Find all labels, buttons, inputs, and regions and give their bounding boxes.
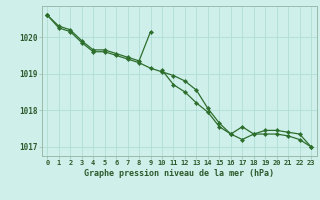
X-axis label: Graphe pression niveau de la mer (hPa): Graphe pression niveau de la mer (hPa)	[84, 169, 274, 178]
